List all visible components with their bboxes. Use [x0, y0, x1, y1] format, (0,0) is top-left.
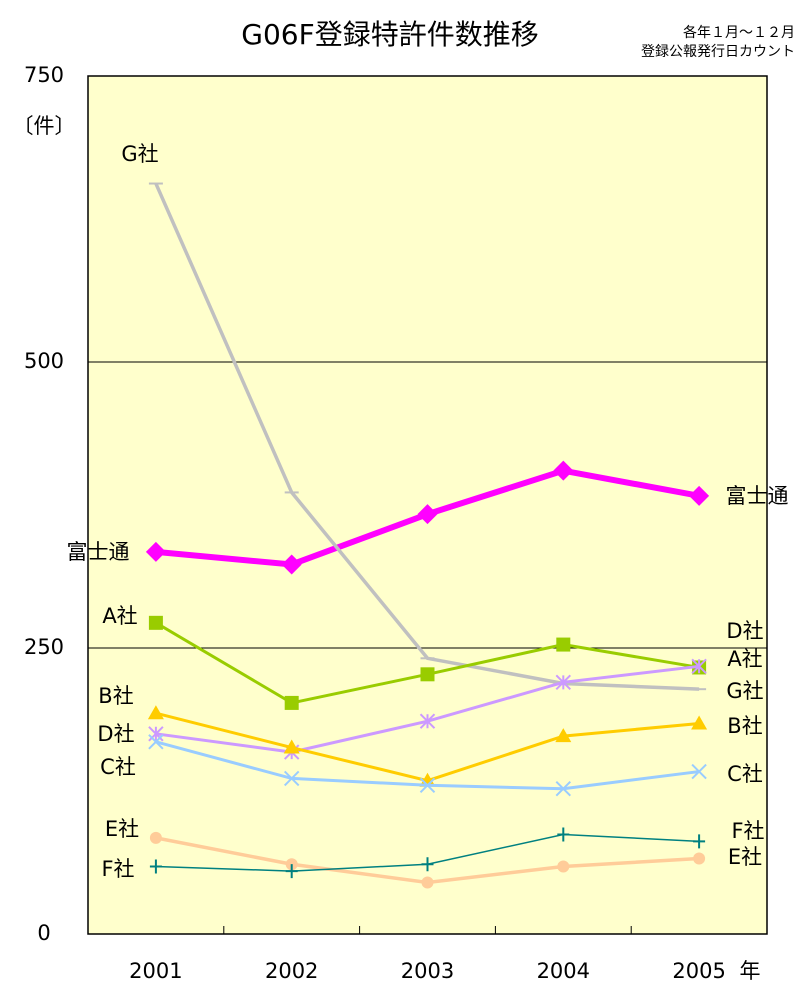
marker [419, 772, 436, 787]
y-tick-label: 500 [24, 349, 64, 373]
series-label: C社 [100, 755, 136, 779]
series-label: A社 [102, 604, 137, 628]
series-label: E社 [728, 845, 762, 869]
marker [691, 763, 707, 780]
series-label: B社 [98, 684, 133, 708]
marker [149, 831, 162, 844]
note: 登録公報発行日カウント [641, 44, 795, 60]
marker [691, 715, 708, 730]
note: 各年１月～１２月 [683, 25, 795, 41]
marker [421, 876, 434, 889]
marker [281, 554, 302, 575]
marker [421, 857, 434, 872]
marker [555, 674, 572, 691]
y-tick-label: 750 [24, 63, 64, 87]
series-label: E社 [105, 817, 139, 841]
marker [284, 695, 299, 710]
marker [283, 770, 300, 787]
x-axis-label: 年 [740, 959, 761, 983]
series-label: D社 [97, 722, 134, 746]
series-label: A社 [727, 647, 762, 671]
marker [145, 541, 166, 562]
y-tick-label: 250 [24, 635, 64, 659]
y-tick-label: 0 [37, 921, 50, 945]
x-tick-label: 2002 [265, 959, 318, 983]
series-label: D社 [726, 619, 763, 643]
series-label: C社 [727, 762, 763, 786]
chart-title: G06F登録特許件数推移 [241, 18, 538, 51]
marker [417, 504, 438, 525]
marker [693, 834, 706, 849]
series-label: B社 [727, 714, 762, 738]
series-label: 富士通 [726, 484, 789, 508]
marker [556, 637, 571, 652]
marker [419, 777, 436, 793]
marker [283, 739, 300, 754]
marker [557, 827, 570, 842]
marker [147, 705, 164, 720]
series-label: F社 [101, 857, 134, 881]
marker [555, 781, 572, 797]
marker [553, 460, 574, 481]
marker [419, 713, 436, 729]
series-label: G社 [726, 679, 763, 703]
x-tick-label: 2001 [129, 959, 182, 983]
series-label: 富士通 [67, 540, 130, 564]
marker [149, 859, 162, 874]
marker [285, 864, 298, 879]
marker [557, 860, 570, 873]
marker [689, 485, 710, 506]
x-tick-label: 2005 [672, 959, 725, 983]
marker [693, 852, 706, 865]
marker [148, 615, 163, 630]
marker [148, 734, 164, 750]
marker [555, 728, 572, 743]
marker [420, 667, 435, 682]
y-axis-label: 〔件〕 [13, 114, 76, 138]
marker [691, 658, 707, 675]
series-label: G社 [121, 142, 158, 166]
series-label: F社 [731, 819, 764, 843]
x-tick-label: 2004 [537, 959, 590, 983]
x-tick-label: 2003 [401, 959, 454, 983]
